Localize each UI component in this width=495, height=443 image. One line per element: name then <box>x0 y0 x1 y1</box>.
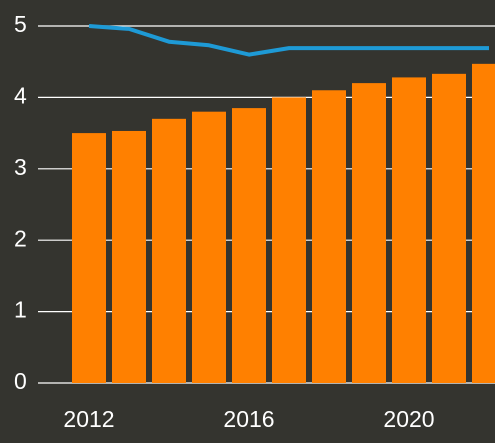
y-tick-label: 0 <box>14 368 27 394</box>
bar <box>312 90 346 383</box>
line <box>88 24 489 57</box>
bar <box>472 63 495 383</box>
y-tick-label: 1 <box>14 297 27 323</box>
y-tick-label: 4 <box>14 82 27 108</box>
bar <box>152 118 186 383</box>
y-tick-label: 2 <box>14 225 27 251</box>
x-tick-label: 2020 <box>383 406 434 432</box>
bar <box>232 108 266 384</box>
y-tick-label: 3 <box>14 154 27 180</box>
bar <box>352 83 386 384</box>
bar <box>72 133 106 383</box>
x-tick-label: 2012 <box>63 406 114 432</box>
bar <box>192 111 226 384</box>
bar <box>432 73 466 383</box>
bar <box>112 130 146 383</box>
y-tick-label: 5 <box>14 11 27 37</box>
bar <box>272 97 306 384</box>
x-tick-label: 2016 <box>223 406 274 432</box>
bar <box>392 77 426 384</box>
